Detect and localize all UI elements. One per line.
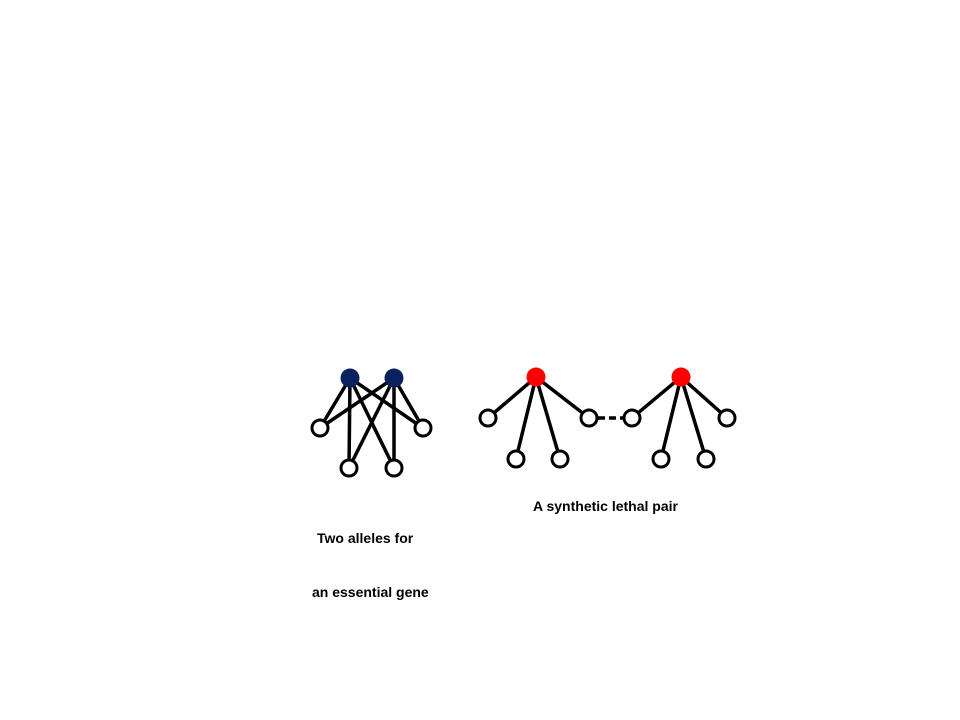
edge bbox=[679, 375, 708, 461]
essential-gene-caption-line2: an essential gene bbox=[312, 584, 429, 600]
neighbor-node bbox=[622, 408, 642, 428]
edge bbox=[630, 375, 683, 420]
neighbor-node bbox=[413, 418, 433, 438]
hub-node bbox=[526, 367, 546, 387]
synthetic-lethal-nodes bbox=[478, 367, 737, 469]
neighbor-node bbox=[696, 449, 716, 469]
allele-node bbox=[340, 368, 360, 388]
essential-gene-motif bbox=[318, 376, 425, 470]
edge bbox=[486, 375, 538, 420]
edge bbox=[679, 375, 729, 420]
essential-gene-caption: Two alleles for an essential gene bbox=[312, 493, 442, 637]
allele-node bbox=[384, 368, 404, 388]
neighbor-node bbox=[478, 408, 498, 428]
neighbor-node bbox=[339, 458, 359, 478]
essential-gene-nodes bbox=[310, 368, 433, 478]
neighbor-node bbox=[717, 408, 737, 428]
edge bbox=[347, 376, 352, 470]
edge bbox=[318, 376, 352, 430]
edge bbox=[347, 376, 396, 470]
neighbor-node bbox=[550, 449, 570, 469]
neighbor-node bbox=[384, 458, 404, 478]
synthetic-lethal-caption: A synthetic lethal pair bbox=[533, 498, 678, 514]
edge bbox=[659, 375, 683, 461]
neighbor-node bbox=[579, 408, 599, 428]
neighbor-node bbox=[310, 418, 330, 438]
edge bbox=[318, 376, 396, 430]
neighbor-node bbox=[506, 449, 526, 469]
edge bbox=[514, 375, 538, 461]
edge bbox=[348, 376, 425, 430]
synthetic-lethal-motif bbox=[486, 375, 729, 461]
edge bbox=[534, 375, 591, 420]
essential-gene-caption-line1: Two alleles for bbox=[317, 530, 414, 546]
hub-node bbox=[671, 367, 691, 387]
neighbor-node bbox=[651, 449, 671, 469]
edge bbox=[392, 376, 425, 430]
edge bbox=[534, 375, 562, 461]
